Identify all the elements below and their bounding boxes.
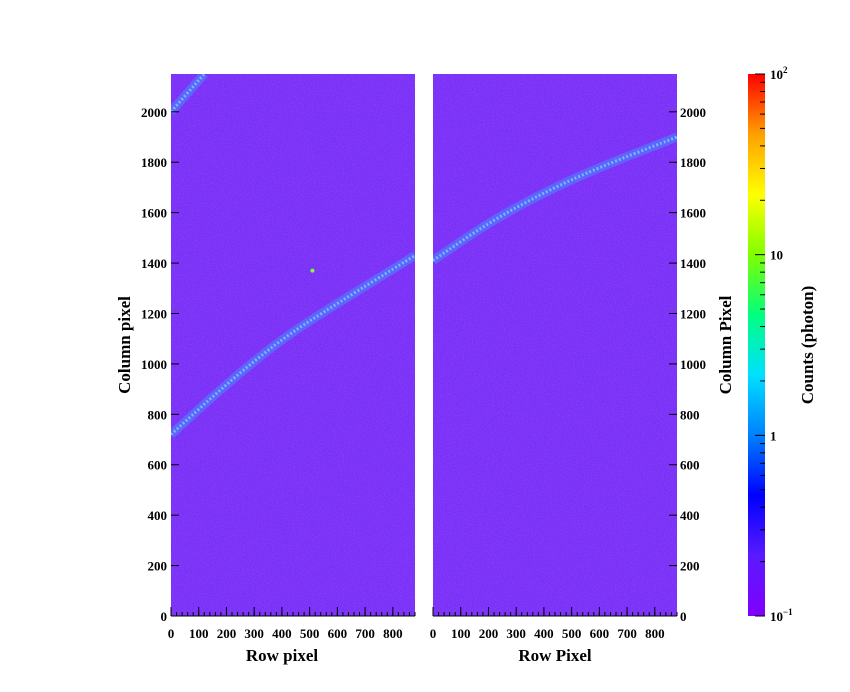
colorbar-tick-label-3: 10−1	[770, 607, 793, 624]
right-y-tick-label-600: 600	[680, 458, 700, 473]
left-y-tick-label-800: 800	[148, 407, 168, 422]
left-x-tick-label-700: 700	[355, 626, 375, 641]
left-trace-1	[171, 74, 206, 113]
colorbar-label: Counts (photon)	[798, 286, 817, 405]
left-x-tick-label-600: 600	[328, 626, 348, 641]
left-x-axis-label: Row pixel	[246, 646, 319, 665]
right-traces	[433, 132, 677, 265]
colorbar-tick-label-0: 102	[770, 65, 788, 82]
right-x-tick-label-700: 700	[617, 626, 637, 641]
left-traces	[171, 74, 415, 438]
right-heatmap-noise	[433, 74, 677, 616]
left-x-tick-label-0: 0	[168, 626, 175, 641]
right-y-tick-label-1200: 1200	[680, 306, 706, 321]
left-x-tick-label-400: 400	[272, 626, 292, 641]
left-x-tick-label-200: 200	[217, 626, 237, 641]
right-trace-0	[433, 135, 677, 262]
colorbar-gradient	[748, 74, 765, 616]
left-y-tick-label-400: 400	[148, 508, 168, 523]
right-panel: 0 100 200 300 400 500 600 700 800 0 200 400 600 800 1…	[430, 74, 735, 665]
colorbar: 102 10 1 10−1 Counts (photon)	[748, 65, 817, 624]
right-x-tick-label-200: 200	[479, 626, 499, 641]
left-x-tick-label-300: 300	[244, 626, 264, 641]
right-y-tick-label-1800: 1800	[680, 155, 706, 170]
left-y-tick-label-1600: 1600	[141, 206, 167, 221]
right-x-tick-label-0: 0	[430, 626, 437, 641]
left-y-axis-label: Column pixel	[115, 296, 134, 394]
left-y-tick-label-600: 600	[148, 458, 168, 473]
right-y-tick-label-400: 400	[680, 508, 700, 523]
right-y-tick-label-200: 200	[680, 559, 700, 574]
left-heatmap-noise	[171, 74, 415, 616]
right-x-ticks: 0 100 200 300 400 500 600 700 800	[430, 607, 678, 641]
right-y-tick-label-0: 0	[680, 609, 687, 624]
right-x-tick-label-800: 800	[645, 626, 665, 641]
left-x-tick-label-500: 500	[300, 626, 320, 641]
right-x-axis-label: Row Pixel	[518, 646, 591, 665]
right-y-tick-label-2000: 2000	[680, 105, 706, 120]
right-x-tick-label-500: 500	[562, 626, 582, 641]
right-x-tick-label-600: 600	[590, 626, 610, 641]
left-panel: 0 100 200 300 400 500 600 700 800 0 200 400 600 800 1…	[115, 74, 416, 665]
left-y-tick-label-1200: 1200	[141, 306, 167, 321]
left-y-tick-label-200: 200	[148, 559, 168, 574]
colorbar-tick-label-2: 1	[770, 428, 777, 443]
left-x-tick-label-100: 100	[189, 626, 209, 641]
left-hot-spot-0	[310, 268, 315, 273]
right-y-axis-label: Column Pixel	[716, 295, 735, 394]
right-y-tick-label-1600: 1600	[680, 206, 706, 221]
colorbar-ticks: 102 10 1 10−1	[755, 65, 793, 624]
left-x-tick-label-800: 800	[383, 626, 403, 641]
right-x-tick-label-300: 300	[506, 626, 526, 641]
right-x-tick-label-400: 400	[534, 626, 554, 641]
left-y-tick-label-1000: 1000	[141, 357, 167, 372]
right-x-tick-label-100: 100	[451, 626, 471, 641]
left-y-tick-label-1400: 1400	[141, 256, 167, 271]
left-y-tick-label-0: 0	[161, 609, 168, 624]
left-trace-0	[171, 254, 415, 436]
right-y-ticks: 0 200 400 600 800 1000 1200 1400 1600 1800 2000	[669, 105, 706, 624]
left-x-ticks: 0 100 200 300 400 500 600 700 800	[168, 607, 416, 641]
left-y-tick-label-2000: 2000	[141, 105, 167, 120]
left-y-tick-label-1800: 1800	[141, 155, 167, 170]
colorbar-tick-label-1: 10	[770, 248, 783, 263]
right-y-tick-label-1000: 1000	[680, 357, 706, 372]
right-y-tick-label-1400: 1400	[680, 256, 706, 271]
right-y-tick-label-800: 800	[680, 407, 700, 422]
left-y-ticks: 0 200 400 600 800 1000 1200 1400 1600 1800 2000	[141, 105, 179, 624]
